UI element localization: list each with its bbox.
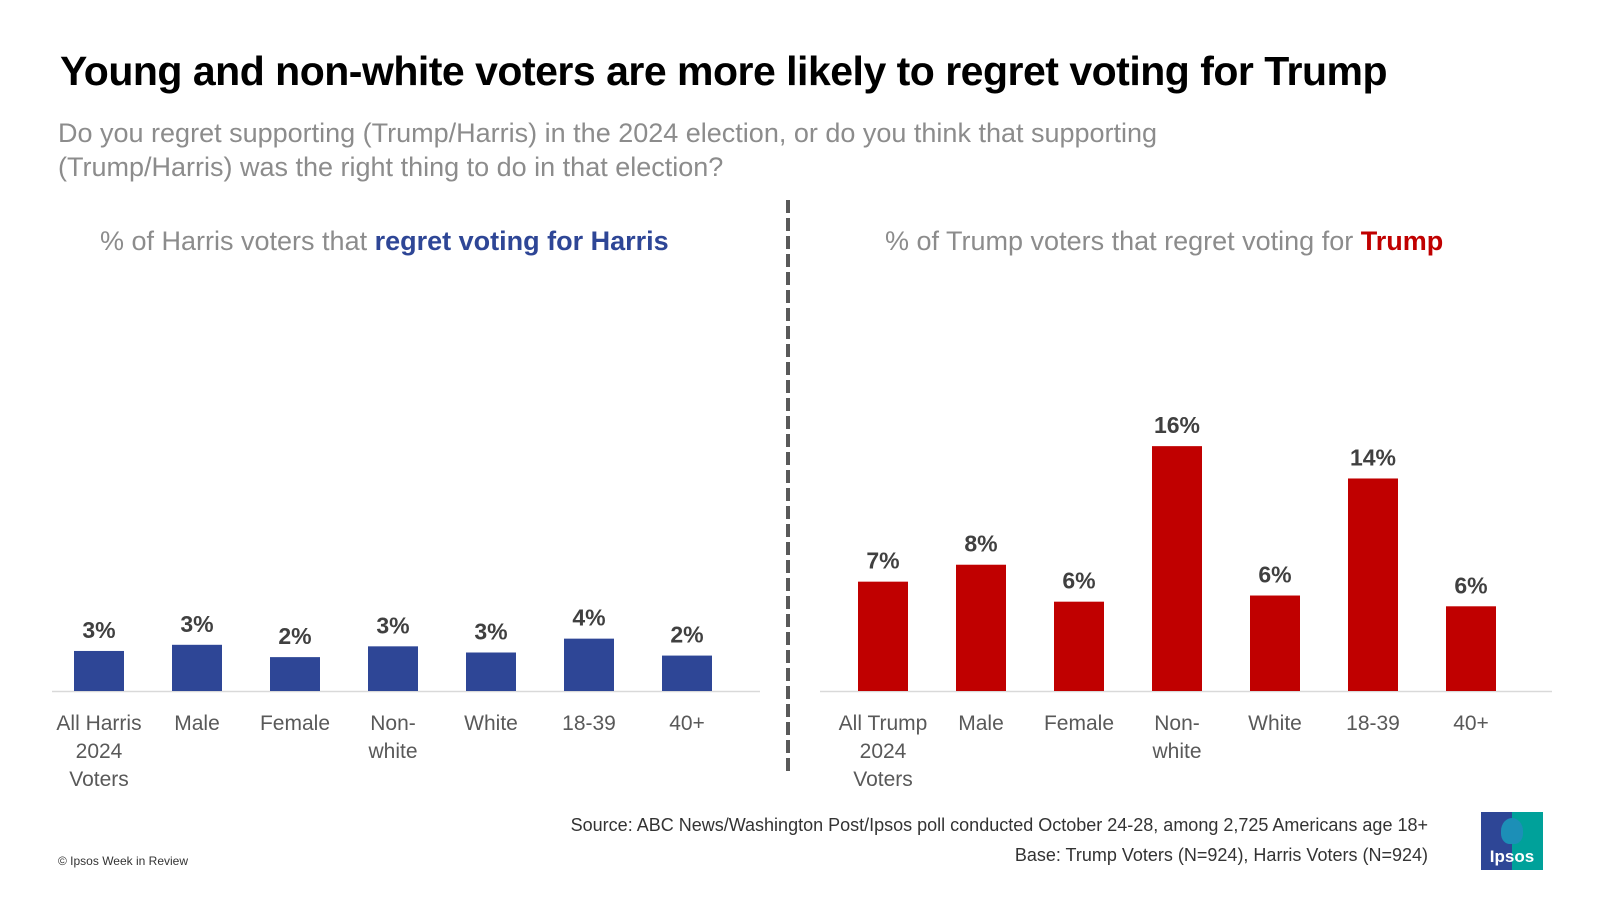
harris-data-label: 3% bbox=[82, 617, 115, 643]
trump-bar bbox=[956, 564, 1006, 691]
trump-data-label: 7% bbox=[866, 548, 899, 574]
harris-data-label: 3% bbox=[474, 619, 507, 645]
harris-bar bbox=[74, 650, 124, 691]
trump-header-prefix: % of Trump voters that regret voting for bbox=[885, 226, 1361, 256]
harris-category-label: 40+ bbox=[669, 712, 705, 735]
harris-bar bbox=[172, 644, 222, 691]
trump-category-line: Non- bbox=[1154, 712, 1200, 735]
harris-category-label: White bbox=[464, 712, 518, 735]
harris-category-line: Non- bbox=[370, 712, 416, 735]
trump-category-line: 40+ bbox=[1453, 712, 1489, 735]
harris-data-label: 2% bbox=[278, 623, 311, 649]
harris-category-line: Voters bbox=[69, 768, 129, 791]
harris-category-line: All Harris bbox=[56, 712, 141, 735]
harris-bar bbox=[662, 655, 712, 691]
harris-bar bbox=[368, 646, 418, 691]
trump-data-label: 6% bbox=[1062, 568, 1095, 594]
harris-category-line: white bbox=[367, 740, 417, 763]
harris-category-label: 18-39 bbox=[562, 712, 616, 735]
trump-category-line: Female bbox=[1044, 712, 1114, 735]
trump-data-label: 16% bbox=[1154, 412, 1200, 438]
harris-category-label: All Harris 2024 Voters bbox=[56, 712, 141, 791]
harris-category-line: 2024 bbox=[76, 740, 123, 763]
trump-category-label: Male bbox=[958, 712, 1004, 735]
trump-category-line: 2024 bbox=[860, 740, 907, 763]
copyright-note: © Ipsos Week in Review bbox=[58, 854, 189, 868]
trump-bar bbox=[1054, 601, 1104, 691]
trump-data-label: 6% bbox=[1258, 562, 1291, 588]
base-note: Base: Trump Voters (N=924), Harris Voter… bbox=[1014, 845, 1428, 865]
trump-category-label: 40+ bbox=[1453, 712, 1489, 735]
trump-category-label: White bbox=[1248, 712, 1302, 735]
harris-category-line: Male bbox=[174, 712, 220, 735]
trump-category-line: white bbox=[1151, 740, 1201, 763]
harris-category-line: 40+ bbox=[669, 712, 705, 735]
trump-category-label: All Trump 2024 Voters bbox=[839, 712, 928, 791]
trump-data-label: 14% bbox=[1350, 444, 1396, 470]
trump-data-label: 6% bbox=[1454, 572, 1487, 598]
harris-bar bbox=[564, 638, 614, 691]
trump-category-label: 18-39 bbox=[1346, 712, 1400, 735]
panel-divider bbox=[786, 200, 790, 772]
harris-chart: 3% All Harris 2024 Voters 3% Male 2% Female 3% No… bbox=[52, 605, 760, 791]
harris-bar bbox=[270, 657, 320, 691]
harris-bar bbox=[466, 652, 516, 691]
chart-title: Young and non-white voters are more like… bbox=[60, 48, 1388, 94]
harris-category-label: Non-white bbox=[367, 712, 417, 763]
trump-panel-header: % of Trump voters that regret voting for… bbox=[885, 226, 1443, 257]
harris-data-label: 3% bbox=[180, 611, 213, 637]
trump-category-label: Female bbox=[1044, 712, 1114, 735]
logo-head-icon bbox=[1501, 818, 1523, 844]
trump-bar bbox=[1152, 446, 1202, 691]
trump-header-highlight: Trump bbox=[1360, 226, 1444, 256]
harris-panel-header: % of Harris voters that regret voting fo… bbox=[100, 226, 669, 257]
survey-question: Do you regret supporting (Trump/Harris) … bbox=[58, 118, 1158, 182]
trump-category-label: Non-white bbox=[1151, 712, 1201, 763]
logo-text: Ipsos bbox=[1489, 847, 1535, 866]
trump-bar bbox=[1250, 595, 1300, 691]
harris-category-line: 18-39 bbox=[562, 712, 616, 735]
harris-data-label: 3% bbox=[376, 612, 409, 638]
trump-bar bbox=[1446, 606, 1496, 691]
harris-header-prefix: % of Harris voters that bbox=[100, 226, 375, 256]
harris-header-highlight: regret voting for Harris bbox=[374, 226, 669, 256]
trump-category-line: 18-39 bbox=[1346, 712, 1400, 735]
trump-data-label: 8% bbox=[964, 531, 997, 557]
trump-category-line: Voters bbox=[853, 768, 913, 791]
harris-category-label: Male bbox=[174, 712, 220, 735]
trump-bar bbox=[858, 581, 908, 691]
trump-bar bbox=[1348, 478, 1398, 691]
ipsos-logo: Ipsos bbox=[1481, 812, 1543, 870]
harris-data-label: 4% bbox=[572, 605, 605, 631]
harris-category-line: Female bbox=[260, 712, 330, 735]
source-note: Source: ABC News/Washington Post/Ipsos p… bbox=[570, 815, 1428, 835]
trump-category-line: All Trump bbox=[839, 712, 928, 735]
harris-category-line: White bbox=[464, 712, 518, 735]
trump-category-line: White bbox=[1248, 712, 1302, 735]
trump-category-line: Male bbox=[958, 712, 1004, 735]
harris-data-label: 2% bbox=[670, 622, 703, 648]
harris-category-label: Female bbox=[260, 712, 330, 735]
trump-chart: 7% All Trump 2024 Voters 8% Male 6% Female 16% No… bbox=[820, 412, 1552, 791]
